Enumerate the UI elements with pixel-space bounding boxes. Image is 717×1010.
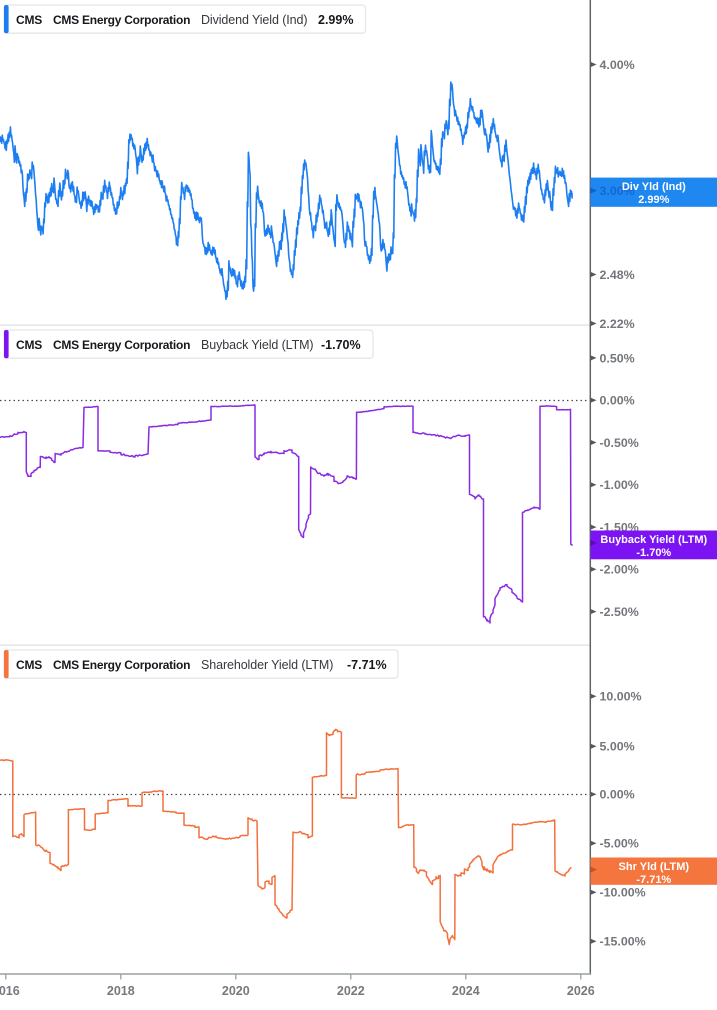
svg-text:0.00%: 0.00% [600, 394, 635, 408]
svg-text:2.99%: 2.99% [318, 13, 353, 27]
svg-text:2024: 2024 [452, 984, 480, 998]
svg-text:2018: 2018 [107, 984, 135, 998]
svg-text:Dividend Yield (Ind): Dividend Yield (Ind) [201, 13, 307, 27]
svg-text:Shareholder Yield (LTM): Shareholder Yield (LTM) [201, 658, 333, 672]
svg-text:0.50%: 0.50% [600, 351, 635, 365]
svg-text:2.22%: 2.22% [600, 317, 635, 331]
svg-text:2.99%: 2.99% [638, 194, 669, 206]
svg-text:-1.70%: -1.70% [636, 547, 671, 559]
svg-text:2016: 2016 [0, 984, 20, 998]
svg-text:2.48%: 2.48% [600, 268, 635, 282]
svg-text:Buyback Yield (LTM): Buyback Yield (LTM) [600, 534, 707, 546]
svg-text:CMS: CMS [16, 13, 42, 27]
svg-text:CMS Energy Corporation: CMS Energy Corporation [53, 13, 190, 27]
svg-text:Div Yld (Ind): Div Yld (Ind) [622, 181, 686, 193]
svg-text:CMS: CMS [16, 658, 42, 672]
svg-text:10.00%: 10.00% [600, 690, 642, 704]
svg-text:2022: 2022 [337, 984, 365, 998]
svg-text:-1.00%: -1.00% [600, 478, 639, 492]
svg-text:Shr Yld (LTM): Shr Yld (LTM) [619, 861, 690, 873]
svg-text:CMS Energy Corporation: CMS Energy Corporation [53, 338, 190, 352]
svg-text:5.00%: 5.00% [600, 740, 635, 754]
svg-text:2020: 2020 [222, 984, 250, 998]
svg-text:-10.00%: -10.00% [600, 886, 646, 900]
svg-text:CMS: CMS [16, 338, 42, 352]
svg-text:-5.00%: -5.00% [600, 837, 639, 851]
svg-text:-7.71%: -7.71% [636, 874, 671, 886]
svg-text:-1.70%: -1.70% [321, 338, 361, 352]
svg-text:-15.00%: -15.00% [600, 935, 646, 949]
svg-text:-7.71%: -7.71% [347, 658, 387, 672]
svg-text:0.00%: 0.00% [600, 788, 635, 802]
svg-text:2026: 2026 [567, 984, 595, 998]
svg-text:-2.50%: -2.50% [600, 605, 639, 619]
svg-text:-0.50%: -0.50% [600, 436, 639, 450]
svg-text:Buyback Yield (LTM): Buyback Yield (LTM) [201, 338, 314, 352]
svg-text:CMS Energy Corporation: CMS Energy Corporation [53, 658, 190, 672]
svg-text:-2.00%: -2.00% [600, 563, 639, 577]
svg-text:4.00%: 4.00% [600, 58, 635, 72]
